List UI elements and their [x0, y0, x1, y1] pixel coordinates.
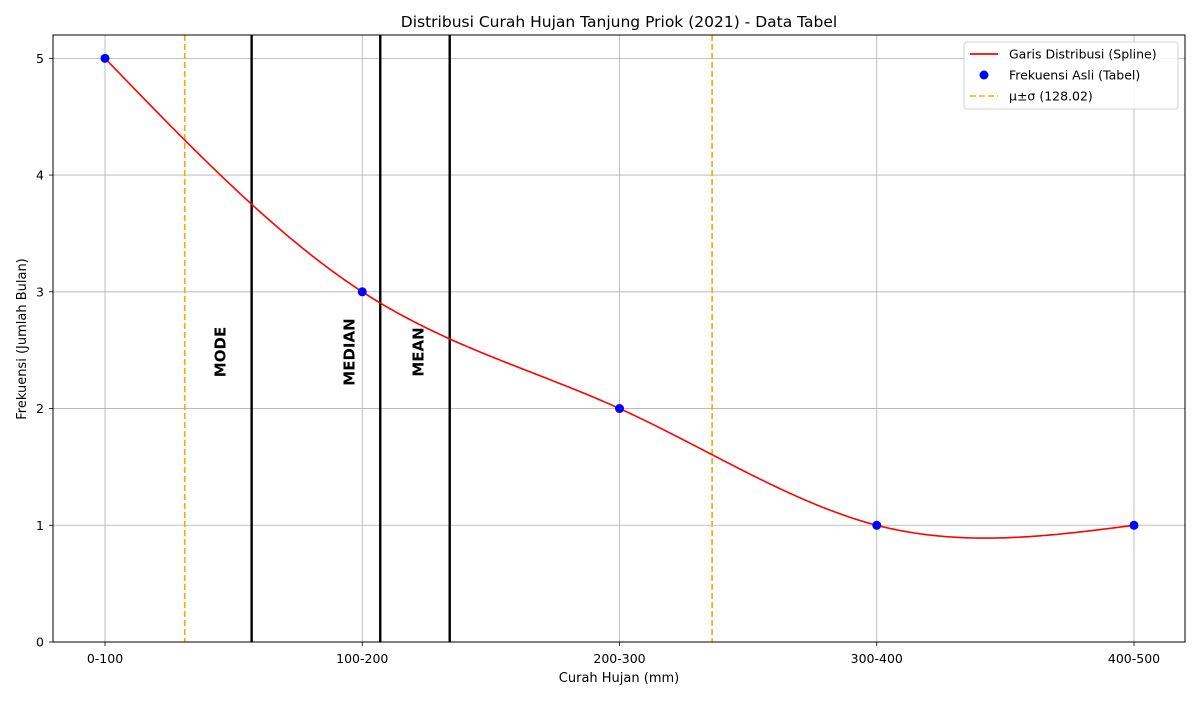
y-tick-label: 3: [36, 284, 44, 299]
x-tick-label: 0-100: [87, 651, 123, 666]
x-tick-label: 100-200: [336, 651, 388, 666]
y-tick-label: 4: [36, 168, 44, 183]
chart-title: Distribusi Curah Hujan Tanjung Priok (20…: [401, 13, 837, 31]
plot-frame: [52, 34, 1186, 643]
x-tick-label: 400-500: [1108, 651, 1160, 666]
frequency-data-point: [357, 287, 367, 297]
legend-points-swatch: [979, 70, 989, 80]
x-axis-label: Curah Hujan (mm): [559, 671, 679, 686]
median-label: MEDIAN: [340, 318, 358, 385]
frequency-data-point: [615, 404, 624, 414]
y-tick-label: 5: [36, 51, 44, 66]
frequency-data-point: [872, 520, 882, 530]
frequency-data-point: [100, 53, 110, 63]
y-tick-label: 2: [36, 401, 44, 416]
x-tick-label: 200-300: [593, 651, 645, 666]
legend-points-label: Frekuensi Asli (Tabel): [1009, 68, 1140, 83]
legend-box: [963, 41, 1179, 110]
y-axis-label: Frekuensi (Jumlah Bulan): [15, 258, 30, 420]
legend-band-label: μ±σ (128.02): [1009, 89, 1093, 104]
legend: Garis Distribusi (Spline) Frekuensi Asli …: [963, 41, 1179, 110]
legend-spline-label: Garis Distribusi (Spline): [1009, 47, 1157, 62]
x-tick-label: 300-400: [851, 651, 903, 666]
y-tick-label: 1: [36, 518, 44, 533]
y-tick-label: 0: [36, 635, 44, 650]
mode-label: MODE: [212, 327, 230, 377]
frequency-data-point: [1129, 520, 1139, 530]
mean-label: MEAN: [410, 327, 428, 376]
